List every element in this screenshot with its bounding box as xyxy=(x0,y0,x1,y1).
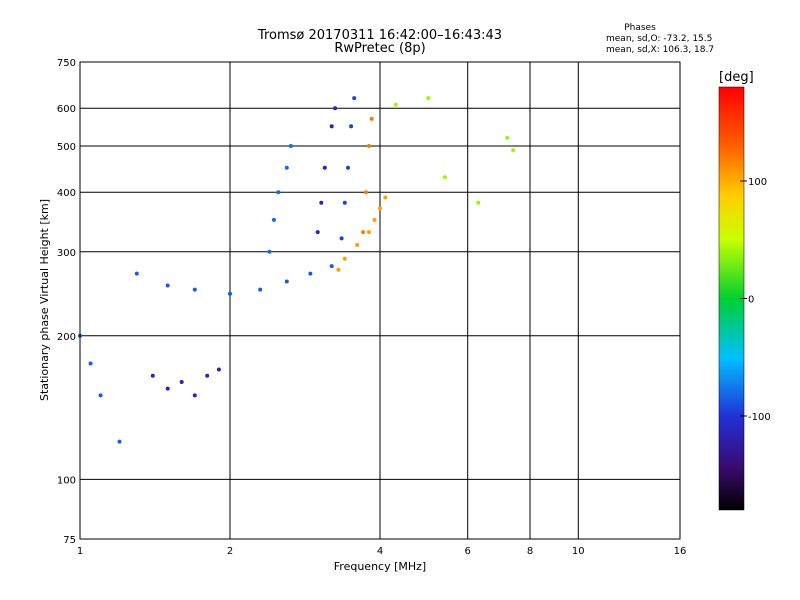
data-point xyxy=(361,230,366,235)
data-point xyxy=(205,373,210,378)
y-tick-label: 100 xyxy=(57,475,76,486)
colorbar-unit-label: [deg] xyxy=(719,70,754,85)
data-point xyxy=(271,217,276,222)
colorbar-tick-label: -100 xyxy=(748,412,771,423)
x-axis-label: Frequency [MHz] xyxy=(334,560,426,573)
data-point xyxy=(342,256,347,261)
data-point xyxy=(339,236,344,241)
data-point xyxy=(308,271,313,276)
data-point xyxy=(342,200,347,205)
chart-subtitle: RwPretec (8p) xyxy=(334,41,426,56)
data-point xyxy=(352,96,357,101)
data-point xyxy=(329,124,334,129)
data-point xyxy=(393,102,398,107)
phase-stats-header: Phases xyxy=(624,23,656,33)
data-point xyxy=(98,393,103,398)
x-tick-label: 2 xyxy=(227,546,233,557)
data-points xyxy=(78,96,516,444)
data-point xyxy=(329,264,334,269)
data-point xyxy=(179,380,184,384)
data-point xyxy=(355,243,360,247)
data-point xyxy=(315,230,320,235)
y-tick-label: 300 xyxy=(57,248,76,259)
grid-lines xyxy=(80,62,680,539)
data-point xyxy=(322,165,327,170)
colorbar xyxy=(718,86,745,511)
data-point xyxy=(383,195,388,200)
data-point xyxy=(349,124,354,129)
data-point xyxy=(476,200,481,205)
data-point xyxy=(333,106,338,111)
data-point xyxy=(150,373,155,378)
data-point xyxy=(369,116,374,121)
axis-ticks: 1 2 4 6 8 10 16 75 100 200 300 400 500 600 750 xyxy=(57,58,686,557)
y-tick-label: 400 xyxy=(57,188,76,199)
data-point xyxy=(372,217,377,222)
y-tick-label: 200 xyxy=(57,332,76,343)
data-point xyxy=(228,291,232,296)
data-point xyxy=(336,267,341,272)
colorbar-tick-label: 0 xyxy=(748,295,754,306)
phase-stats-x: mean, sd,X: 106.3, 18.7 xyxy=(606,45,715,55)
data-point xyxy=(288,144,293,148)
y-tick-label: 600 xyxy=(57,104,76,115)
data-point xyxy=(426,96,431,101)
data-point xyxy=(258,287,263,292)
data-point xyxy=(511,148,516,153)
colorbar-ticks: -100 0 100 xyxy=(740,177,771,423)
data-point xyxy=(192,287,197,292)
data-point xyxy=(88,361,93,366)
data-point xyxy=(366,230,371,235)
data-point xyxy=(364,190,368,195)
data-point xyxy=(284,279,289,284)
data-point xyxy=(319,200,324,205)
data-point xyxy=(366,144,371,148)
phase-stats-o: mean, sd,O: -73.2, 15.5 xyxy=(606,34,713,44)
y-tick-label: 500 xyxy=(57,142,76,153)
colorbar-tick-label: 100 xyxy=(748,177,767,188)
data-point xyxy=(165,386,170,391)
data-point xyxy=(134,271,139,276)
x-tick-label: 10 xyxy=(572,546,585,557)
x-tick-label: 8 xyxy=(527,546,533,557)
data-point xyxy=(276,190,281,195)
data-point xyxy=(505,135,510,140)
y-axis-label: Stationary phase Virtual Height [km] xyxy=(38,199,51,401)
data-point xyxy=(216,367,221,372)
data-point xyxy=(267,249,272,254)
chart-title: Tromsø 20170311 16:42:00–16:43:43 xyxy=(257,28,503,43)
plot-frame xyxy=(79,61,681,540)
data-point xyxy=(284,165,289,170)
y-tick-label: 750 xyxy=(57,58,76,69)
data-point xyxy=(346,165,350,170)
data-point xyxy=(378,206,382,211)
x-tick-label: 1 xyxy=(77,546,83,557)
x-tick-label: 6 xyxy=(465,546,471,557)
x-tick-label: 16 xyxy=(674,546,687,557)
data-point xyxy=(192,393,197,398)
data-point xyxy=(165,283,170,288)
data-point xyxy=(442,175,447,180)
x-tick-label: 4 xyxy=(377,546,383,557)
data-point xyxy=(117,439,122,444)
y-tick-label: 75 xyxy=(63,535,76,546)
